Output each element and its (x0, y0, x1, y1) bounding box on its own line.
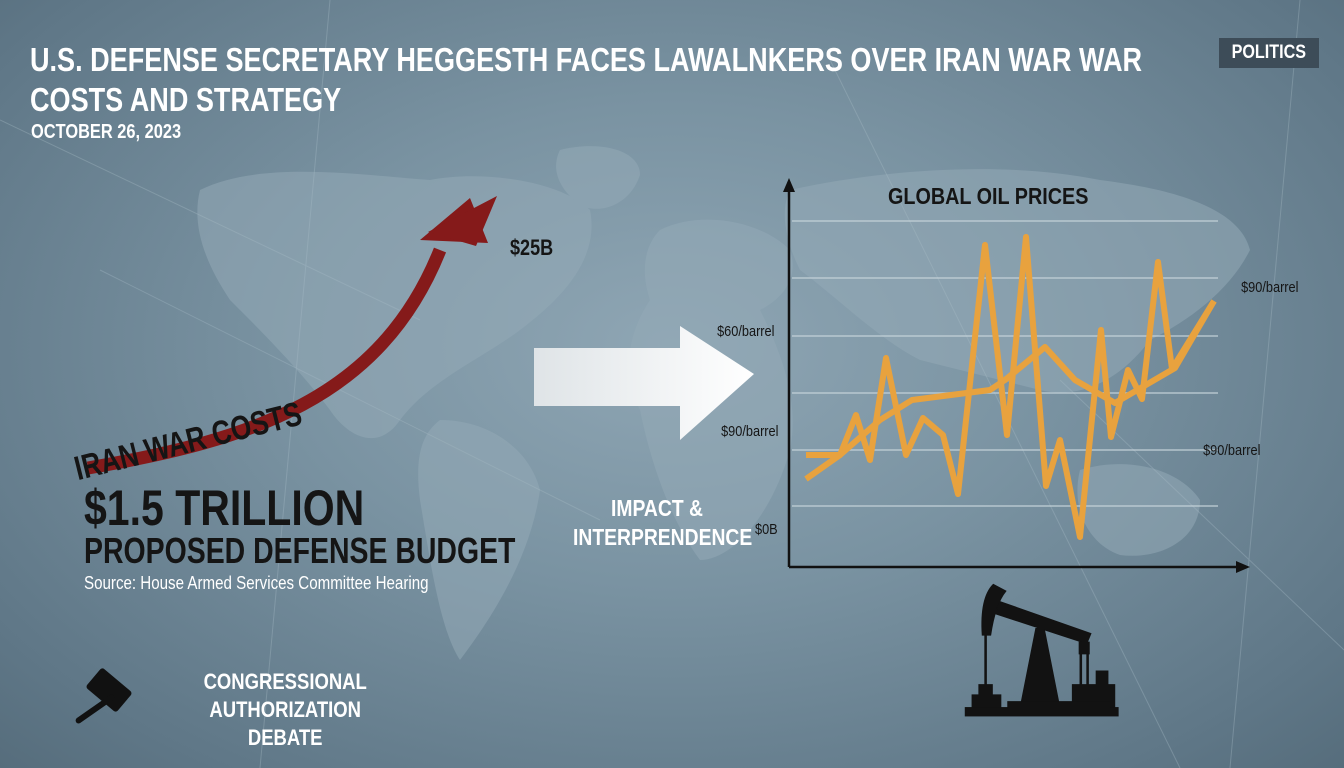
headline: U.S. DEFENSE SECRETARY HEGGESTH FACES LA… (30, 40, 1145, 120)
headline-line-1: U.S. DEFENSE SECRETARY HEGGESTH FACES LA… (30, 41, 1143, 78)
budget-figure: $1.5 TRILLION (84, 480, 365, 536)
impact-line-1: IMPACT & (611, 495, 703, 521)
impact-label: IMPACT & INTERPRENDENCE (573, 494, 753, 552)
chart-annotation: $90/barrel (1241, 279, 1299, 296)
debate-line-2: AUTHORIZATION DEBATE (209, 697, 361, 750)
category-badge[interactable]: POLITICS (1219, 38, 1319, 68)
headline-line-2: COSTS AND STRATEGY (30, 81, 342, 118)
debate-line-1: CONGRESSIONAL (203, 669, 367, 694)
chart-title: GLOBAL OIL PRICES (888, 183, 1089, 209)
congressional-debate-label: CONGRESSIONAL AUTHORIZATION DEBATE (176, 668, 394, 752)
publish-date: OCTOBER 26, 2023 (31, 121, 182, 143)
budget-caption: PROPOSED DEFENSE BUDGET (84, 530, 516, 571)
source-note: Source: House Armed Services Committee H… (84, 573, 429, 593)
category-badge-label: POLITICS (1231, 42, 1307, 63)
chart-annotation: $90/barrel (1203, 442, 1261, 459)
gavel-icon (75, 668, 132, 724)
y-tick-label: $0B (755, 521, 778, 538)
impact-line-2: INTERPRENDENCE (573, 524, 753, 550)
y-tick-label: $60/barrel (717, 323, 775, 340)
oil-pumpjack-icon (964, 583, 1119, 717)
right-arrow-icon (534, 326, 754, 440)
cost-value-label: $25B (510, 235, 554, 260)
y-tick-label: $90/barrel (721, 423, 779, 440)
